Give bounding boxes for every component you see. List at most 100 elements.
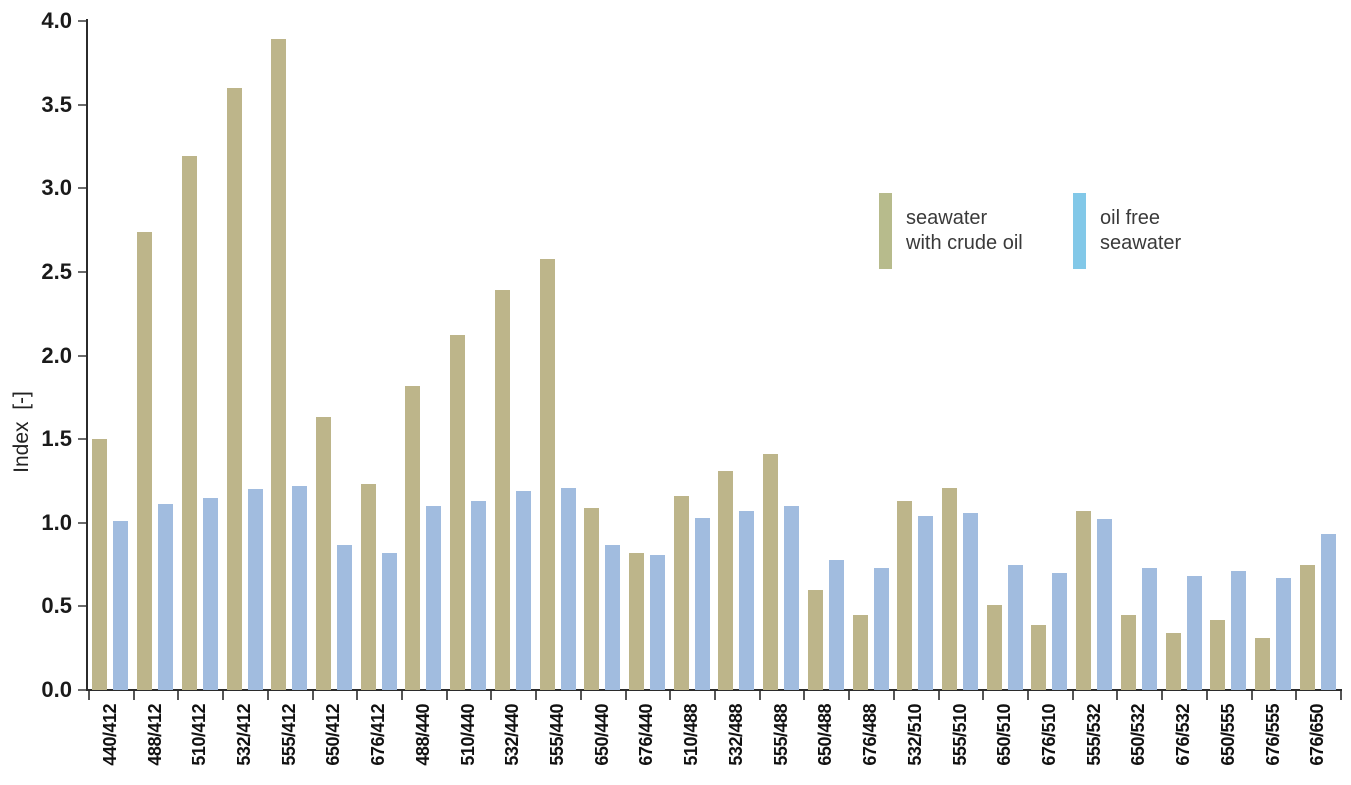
x-tick-label: 650/488 bbox=[815, 704, 836, 766]
x-tick-label: 532/412 bbox=[234, 704, 255, 766]
x-tick-label-cell: 510/412 bbox=[177, 704, 222, 766]
x-tick-mark bbox=[1027, 691, 1029, 700]
bar-oil-free-seawater bbox=[828, 559, 844, 690]
bar-seawater-with-crude-oil bbox=[315, 417, 331, 690]
bar-seawater-with-crude-oil bbox=[181, 156, 197, 690]
bar-oil-free-seawater bbox=[560, 487, 576, 690]
bar-oil-free-seawater bbox=[1320, 534, 1336, 690]
bar-oil-free-seawater bbox=[202, 497, 218, 690]
category-group bbox=[580, 21, 625, 690]
y-tick-label: 3.0 bbox=[41, 175, 72, 201]
x-tick-label: 532/510 bbox=[904, 704, 925, 766]
x-tick-label-cell: 650/555 bbox=[1206, 704, 1251, 766]
x-tick-label-cell: 532/510 bbox=[893, 704, 938, 766]
bar-seawater-with-crude-oil bbox=[405, 385, 421, 690]
x-tick-label: 650/532 bbox=[1128, 704, 1149, 766]
bar-seawater-with-crude-oil bbox=[942, 487, 958, 690]
bar-oil-free-seawater bbox=[1097, 519, 1113, 690]
category-group bbox=[446, 21, 491, 690]
x-tick-mark bbox=[535, 691, 538, 700]
x-tick-label: 555/532 bbox=[1083, 704, 1104, 766]
x-tick-mark bbox=[356, 691, 359, 700]
x-tick-mark bbox=[1340, 691, 1342, 700]
x-tick-label-cell: 650/510 bbox=[982, 704, 1027, 766]
y-tick-label: 3.5 bbox=[41, 91, 72, 117]
legend-swatch bbox=[879, 193, 892, 269]
x-tick-mark bbox=[132, 691, 135, 700]
x-tick-label: 650/412 bbox=[323, 704, 344, 766]
bar-oil-free-seawater bbox=[649, 554, 665, 690]
x-tick-mark bbox=[937, 691, 940, 700]
x-tick-label-cell: 555/510 bbox=[938, 704, 983, 766]
bar-oil-free-seawater bbox=[471, 501, 487, 690]
x-tick-mark bbox=[758, 691, 761, 700]
bar-seawater-with-crude-oil bbox=[718, 470, 734, 690]
category-group bbox=[401, 21, 446, 690]
legend-item-seawater-crude-oil: seawater with crude oil bbox=[879, 193, 1023, 269]
bar-oil-free-seawater bbox=[381, 552, 397, 690]
legend-item-oil-free-seawater: oil free seawater bbox=[1073, 193, 1181, 269]
category-group bbox=[177, 21, 222, 690]
x-tick-mark bbox=[177, 691, 180, 700]
x-tick-label: 488/440 bbox=[412, 704, 433, 766]
x-tick-label: 676/650 bbox=[1307, 704, 1328, 766]
bar-oil-free-seawater bbox=[963, 512, 979, 690]
x-tick-label: 555/510 bbox=[949, 704, 970, 766]
x-tick-label: 510/412 bbox=[189, 704, 210, 766]
x-tick-label-cell: 510/440 bbox=[446, 704, 491, 766]
x-tick-label: 555/488 bbox=[770, 704, 791, 766]
legend-swatch bbox=[1073, 193, 1086, 269]
bar-seawater-with-crude-oil bbox=[763, 454, 779, 690]
x-tick-mark bbox=[445, 691, 448, 700]
x-tick-label: 676/510 bbox=[1038, 704, 1059, 766]
category-group bbox=[804, 21, 849, 690]
bar-oil-free-seawater bbox=[1186, 576, 1202, 690]
bar-seawater-with-crude-oil bbox=[450, 335, 466, 690]
x-tick-label-cell: 650/440 bbox=[580, 704, 625, 766]
x-tick-mark bbox=[490, 691, 493, 700]
x-tick-label-cell: 676/510 bbox=[1027, 704, 1072, 766]
x-tick-label: 676/440 bbox=[636, 704, 657, 766]
category-group bbox=[1072, 21, 1117, 690]
bar-seawater-with-crude-oil bbox=[360, 484, 376, 690]
category-group bbox=[356, 21, 401, 690]
x-tick-label-cell: 555/412 bbox=[267, 704, 312, 766]
x-tick-label-cell: 488/412 bbox=[133, 704, 178, 766]
x-tick-label-cell: 676/440 bbox=[625, 704, 670, 766]
category-group bbox=[133, 21, 178, 690]
x-tick-mark bbox=[266, 691, 269, 700]
bar-seawater-with-crude-oil bbox=[807, 589, 823, 690]
x-tick-mark bbox=[982, 691, 985, 700]
bar-seawater-with-crude-oil bbox=[584, 507, 600, 690]
y-tick-mark bbox=[78, 270, 86, 273]
bar-oil-free-seawater bbox=[784, 506, 800, 690]
x-tick-label-cell: 676/532 bbox=[1161, 704, 1206, 766]
x-tick-mark bbox=[1295, 691, 1298, 700]
category-group bbox=[1117, 21, 1162, 690]
x-tick-label: 676/488 bbox=[860, 704, 881, 766]
bar-seawater-with-crude-oil bbox=[1165, 633, 1181, 690]
y-tick-label: 0.5 bbox=[41, 593, 72, 619]
bar-oil-free-seawater bbox=[1141, 567, 1157, 690]
x-tick-label-cell: 650/488 bbox=[804, 704, 849, 766]
x-tick-label-cell: 555/532 bbox=[1072, 704, 1117, 766]
x-tick-label: 650/440 bbox=[591, 704, 612, 766]
x-axis-line bbox=[86, 689, 1342, 691]
category-group bbox=[714, 21, 759, 690]
bar-oil-free-seawater bbox=[426, 506, 442, 690]
category-group bbox=[1295, 21, 1340, 690]
bar-seawater-with-crude-oil bbox=[1210, 619, 1226, 690]
bar-seawater-with-crude-oil bbox=[226, 87, 242, 690]
bar-seawater-with-crude-oil bbox=[1255, 638, 1271, 690]
category-group bbox=[1206, 21, 1251, 690]
category-group bbox=[669, 21, 714, 690]
x-tick-mark bbox=[1205, 691, 1208, 700]
y-tick-label: 0.0 bbox=[41, 677, 72, 702]
x-tick-label-cell: 676/412 bbox=[356, 704, 401, 766]
bar-oil-free-seawater bbox=[1007, 564, 1023, 690]
x-tick-layer bbox=[88, 691, 1342, 700]
x-tick-label: 488/412 bbox=[144, 704, 165, 766]
x-tick-mark bbox=[311, 691, 314, 700]
x-tick-label: 676/555 bbox=[1262, 704, 1283, 766]
